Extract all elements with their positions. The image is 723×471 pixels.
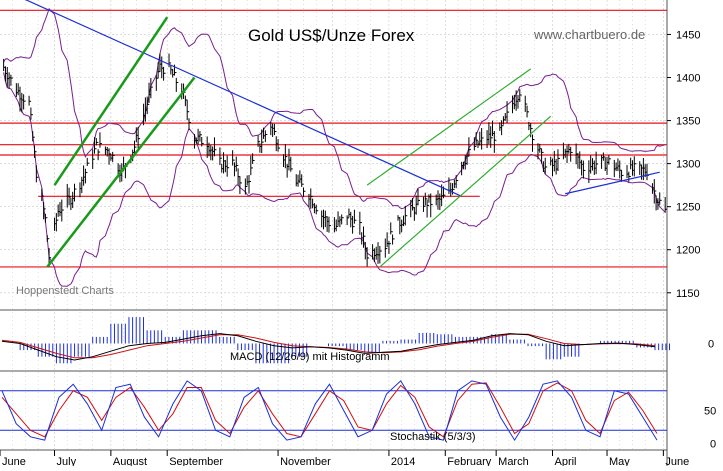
x-axis-label: July bbox=[57, 456, 77, 466]
axes-layer: 1150 1200 1250 1300 1350 1400 1450 0 0 50 June July… bbox=[0, 29, 716, 468]
price-tick-label: 1350 bbox=[676, 116, 700, 128]
price-tick-label: 1150 bbox=[676, 288, 700, 300]
bollinger-layer bbox=[3, 7, 666, 287]
trendlines-layer bbox=[24, 0, 660, 268]
bollinger-upper-band bbox=[3, 7, 666, 210]
price-bars-layer bbox=[3, 53, 668, 267]
uptrend-channel-upper bbox=[366, 68, 532, 186]
support-line bbox=[565, 171, 660, 195]
x-axis-label: April bbox=[555, 456, 577, 466]
downtrend-line bbox=[24, 0, 462, 197]
x-axis-label: May bbox=[609, 456, 630, 466]
x-axis-label: June bbox=[665, 456, 689, 466]
price-tick-label: 1300 bbox=[676, 159, 700, 171]
stochastic-layer bbox=[0, 380, 667, 442]
x-axis-label: February bbox=[447, 456, 492, 466]
x-axis-label: September bbox=[169, 456, 223, 466]
price-tick-label: 1450 bbox=[676, 29, 700, 41]
x-axis-label: 2014 bbox=[391, 456, 415, 466]
macd-tick-label: 0 bbox=[708, 339, 714, 351]
price-tick-label: 1400 bbox=[676, 73, 700, 85]
x-axis-label: August bbox=[113, 456, 147, 466]
macd-line bbox=[1, 333, 656, 361]
watermark: www.chartbuero.de bbox=[533, 27, 645, 42]
channel-upper-line bbox=[53, 16, 169, 186]
stochastic-tick-label: 50 bbox=[704, 406, 716, 418]
x-axis-label: March bbox=[498, 456, 529, 466]
bollinger-lower-band bbox=[3, 72, 666, 287]
channel-lower-line bbox=[46, 76, 196, 268]
price-tick-label: 1200 bbox=[676, 245, 700, 257]
macd-layer bbox=[1, 317, 671, 364]
stochastic-title: Stochastik (5/3/3) bbox=[390, 431, 476, 443]
source-label: Hoppenstedt Charts bbox=[16, 285, 114, 297]
stochastic-k-line bbox=[1, 380, 658, 442]
x-axis-label: November bbox=[280, 456, 331, 466]
uptrend-channel-lower bbox=[379, 115, 552, 268]
macd-title: MACD (12/26/9) mit Histogramm bbox=[230, 351, 390, 363]
x-axis-label: June bbox=[2, 456, 26, 466]
price-tick-label: 1250 bbox=[676, 202, 700, 214]
chart-title: Gold US$/Unze Forex bbox=[248, 26, 415, 45]
stochastic-d-line bbox=[1, 382, 658, 438]
stochastic-tick-label: 0 bbox=[710, 438, 716, 450]
